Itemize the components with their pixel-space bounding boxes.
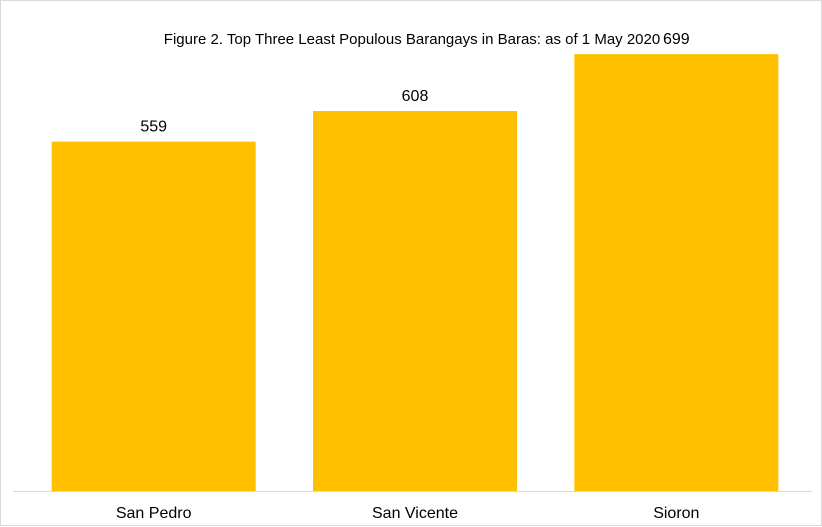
category-labels-group: San Pedro San Vicente Sioron [116, 505, 700, 522]
category-label-san-pedro: San Pedro [116, 505, 192, 522]
value-label-san-vicente: 608 [402, 88, 429, 105]
category-label-sioron: Sioron [653, 505, 699, 522]
value-labels-group: 559 608 699 [140, 31, 689, 136]
bar-san-pedro [51, 141, 256, 491]
value-label-sioron: 699 [663, 31, 690, 48]
bar-sioron [574, 54, 779, 491]
chart-title: Figure 2. Top Three Least Populous Baran… [163, 31, 661, 48]
value-label-san-pedro: 559 [140, 119, 167, 136]
bar-san-vicente [313, 111, 517, 491]
category-label-san-vicente: San Vicente [372, 505, 458, 522]
bars-group [51, 54, 779, 491]
